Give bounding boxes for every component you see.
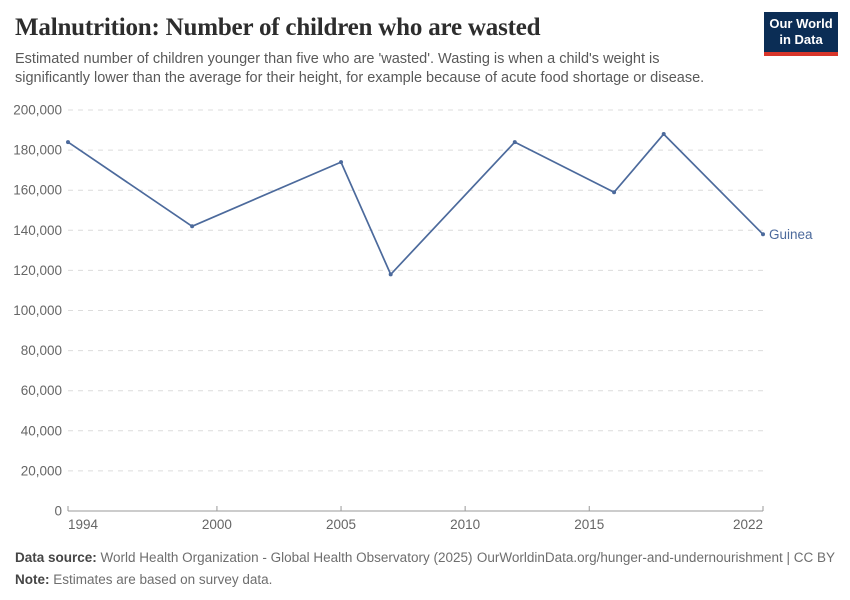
owid-logo-line1: Our World: [769, 16, 833, 31]
x-axis-tick-label: 2000: [202, 517, 232, 532]
y-axis-tick-label: 20,000: [21, 463, 62, 478]
x-axis-tick-label: 2015: [574, 517, 604, 532]
y-axis-tick-label: 80,000: [21, 343, 62, 358]
y-axis-tick-label: 160,000: [13, 183, 62, 198]
y-axis-tick-label: 200,000: [13, 103, 62, 118]
data-point[interactable]: [66, 140, 70, 145]
owid-logo: Our World in Data: [764, 12, 838, 56]
chart-footer: Data source: World Health Organization -…: [15, 547, 835, 591]
x-axis-tick-label: 1994: [68, 517, 99, 532]
x-axis-tick-label: 2022: [733, 517, 763, 532]
y-axis-tick-label: 140,000: [13, 223, 62, 238]
y-axis-tick-label: 60,000: [21, 383, 62, 398]
data-point[interactable]: [190, 224, 195, 229]
note-label: Note:: [15, 572, 50, 587]
data-source-line: Data source: World Health Organization -…: [15, 547, 472, 569]
x-axis-tick-label: 2005: [326, 517, 356, 532]
series-label[interactable]: Guinea: [769, 227, 813, 242]
y-axis-tick-label: 40,000: [21, 423, 62, 438]
data-point[interactable]: [512, 140, 517, 145]
chart-subtitle: Estimated number of children younger tha…: [15, 51, 705, 86]
data-point[interactable]: [661, 132, 666, 137]
y-axis-tick-label: 180,000: [13, 143, 62, 158]
owid-logo-box: Our World in Data: [764, 12, 838, 52]
owid-logo-red-stripe: [764, 52, 838, 56]
data-point[interactable]: [761, 232, 765, 237]
data-point[interactable]: [612, 190, 617, 195]
line-series-guinea[interactable]: [67, 133, 764, 276]
data-point[interactable]: [339, 160, 344, 165]
data-source-label: Data source:: [15, 550, 97, 565]
data-source-text: World Health Organization - Global Healt…: [100, 550, 473, 565]
page-title: Malnutrition: Number of children who are…: [15, 14, 541, 41]
x-axis-tick-label: 2010: [450, 517, 480, 532]
note-line: Note: Estimates are based on survey data…: [15, 569, 835, 591]
owid-logo-line2: in Data: [779, 32, 823, 47]
owid-url-link[interactable]: OurWorldinData.org/hunger-and-undernouri…: [476, 550, 835, 565]
data-point[interactable]: [388, 272, 393, 277]
note-text: Estimates are based on survey data.: [53, 572, 273, 587]
y-axis-tick-label: 0: [54, 504, 62, 519]
y-axis-tick-label: 120,000: [13, 263, 62, 278]
y-axis-tick-label: 100,000: [13, 303, 62, 318]
